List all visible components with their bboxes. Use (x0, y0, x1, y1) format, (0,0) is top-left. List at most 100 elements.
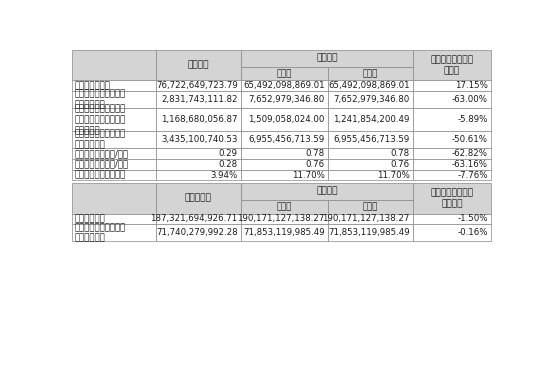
Text: 本报告期: 本报告期 (188, 61, 209, 69)
Bar (413, 159, 491, 170)
Text: 65,492,098,869.01: 65,492,098,869.01 (243, 81, 324, 90)
Text: 稀释每股收益（元/股）: 稀释每股收益（元/股） (75, 160, 129, 169)
Bar (413, 224, 491, 241)
Text: 71,853,119,985.49: 71,853,119,985.49 (328, 228, 410, 237)
Text: 调整后: 调整后 (362, 202, 378, 211)
Bar (241, 224, 328, 241)
Text: 1,509,058,024.00: 1,509,058,024.00 (248, 115, 324, 124)
Text: 0.76: 0.76 (305, 160, 324, 169)
Bar (72, 224, 156, 241)
Text: 本报告期比上年同
期增减: 本报告期比上年同 期增减 (431, 55, 474, 75)
Bar (241, 148, 328, 159)
Bar (156, 131, 241, 148)
Bar (328, 214, 413, 224)
Text: -0.16%: -0.16% (458, 228, 488, 237)
Bar (328, 200, 413, 214)
Text: 7,652,979,346.80: 7,652,979,346.80 (248, 95, 324, 104)
Bar (328, 159, 413, 170)
Text: 营业收入（元）: 营业收入（元） (75, 81, 111, 90)
Bar (328, 108, 413, 131)
Text: 3,435,100,740.53: 3,435,100,740.53 (161, 135, 238, 144)
Bar (156, 214, 241, 224)
Bar (72, 108, 156, 131)
Bar (413, 91, 491, 108)
Text: 0.29: 0.29 (219, 149, 238, 158)
Bar (156, 148, 241, 159)
Text: 17.15%: 17.15% (455, 81, 488, 90)
Bar (72, 91, 156, 108)
Text: 71,740,279,992.28: 71,740,279,992.28 (156, 228, 238, 237)
Text: 0.78: 0.78 (305, 149, 324, 158)
Bar (241, 80, 328, 91)
Text: -50.61%: -50.61% (452, 135, 488, 144)
Bar (241, 50, 413, 67)
Bar (413, 80, 491, 91)
Bar (72, 148, 156, 159)
Text: -63.16%: -63.16% (452, 160, 488, 169)
Text: 65,492,098,869.01: 65,492,098,869.01 (328, 81, 410, 90)
Bar (241, 200, 328, 214)
Text: 归属于上市公司股东的
净资产（元）: 归属于上市公司股东的 净资产（元） (75, 223, 126, 243)
Text: -63.00%: -63.00% (452, 95, 488, 104)
Bar (328, 67, 413, 80)
Text: -7.76%: -7.76% (458, 171, 488, 179)
Bar (72, 183, 156, 214)
Text: 0.78: 0.78 (390, 149, 410, 158)
Bar (156, 108, 241, 131)
Bar (328, 224, 413, 241)
Text: -62.82%: -62.82% (452, 149, 488, 158)
Bar (241, 108, 328, 131)
Text: 基本每股收益（元/股）: 基本每股收益（元/股） (75, 149, 129, 158)
Bar (72, 214, 156, 224)
Text: 经营活动产生的现金流
量净额（元）: 经营活动产生的现金流 量净额（元） (75, 130, 126, 149)
Text: 调整后: 调整后 (362, 69, 378, 78)
Text: 190,171,127,138.27: 190,171,127,138.27 (237, 215, 324, 224)
Text: 上年度末: 上年度末 (316, 187, 338, 196)
Bar (72, 170, 156, 181)
Bar (413, 148, 491, 159)
Text: 0.76: 0.76 (390, 160, 410, 169)
Text: 11.70%: 11.70% (292, 171, 324, 179)
Text: 总资产（元）: 总资产（元） (75, 215, 106, 224)
Bar (156, 80, 241, 91)
Bar (156, 159, 241, 170)
Text: 归属于上市公司股东的
扣除非经常性损益的净
利润（元）: 归属于上市公司股东的 扣除非经常性损益的净 利润（元） (75, 104, 126, 135)
Text: -1.50%: -1.50% (458, 215, 488, 224)
Bar (413, 108, 491, 131)
Text: 11.70%: 11.70% (377, 171, 410, 179)
Text: 归属于上市公司股东的
净利润（元）: 归属于上市公司股东的 净利润（元） (75, 90, 126, 109)
Text: 本报告期末: 本报告期末 (185, 194, 212, 203)
Text: 1,241,854,200.49: 1,241,854,200.49 (333, 115, 410, 124)
Text: 6,955,456,713.59: 6,955,456,713.59 (248, 135, 324, 144)
Bar (328, 91, 413, 108)
Text: 7,652,979,346.80: 7,652,979,346.80 (333, 95, 410, 104)
Bar (241, 183, 413, 200)
Bar (241, 67, 328, 80)
Text: -5.89%: -5.89% (458, 115, 488, 124)
Text: 187,321,694,926.71: 187,321,694,926.71 (151, 215, 238, 224)
Text: 190,171,127,138.27: 190,171,127,138.27 (322, 215, 410, 224)
Bar (328, 80, 413, 91)
Text: 调整前: 调整前 (277, 202, 292, 211)
Bar (72, 131, 156, 148)
Bar (156, 183, 241, 214)
Text: 0.28: 0.28 (218, 160, 238, 169)
Bar (156, 224, 241, 241)
Bar (328, 131, 413, 148)
Bar (156, 91, 241, 108)
Bar (413, 131, 491, 148)
Text: 调整前: 调整前 (277, 69, 292, 78)
Text: 加权平均净资产收益率: 加权平均净资产收益率 (75, 171, 126, 179)
Bar (241, 170, 328, 181)
Text: 本报告期末比上年
度末增减: 本报告期末比上年 度末增减 (431, 188, 474, 208)
Bar (241, 91, 328, 108)
Bar (72, 159, 156, 170)
Bar (328, 148, 413, 159)
Bar (413, 50, 491, 80)
Bar (72, 50, 156, 80)
Text: 6,955,456,713.59: 6,955,456,713.59 (333, 135, 410, 144)
Bar (241, 131, 328, 148)
Bar (328, 170, 413, 181)
Text: 71,853,119,985.49: 71,853,119,985.49 (243, 228, 324, 237)
Bar (413, 214, 491, 224)
